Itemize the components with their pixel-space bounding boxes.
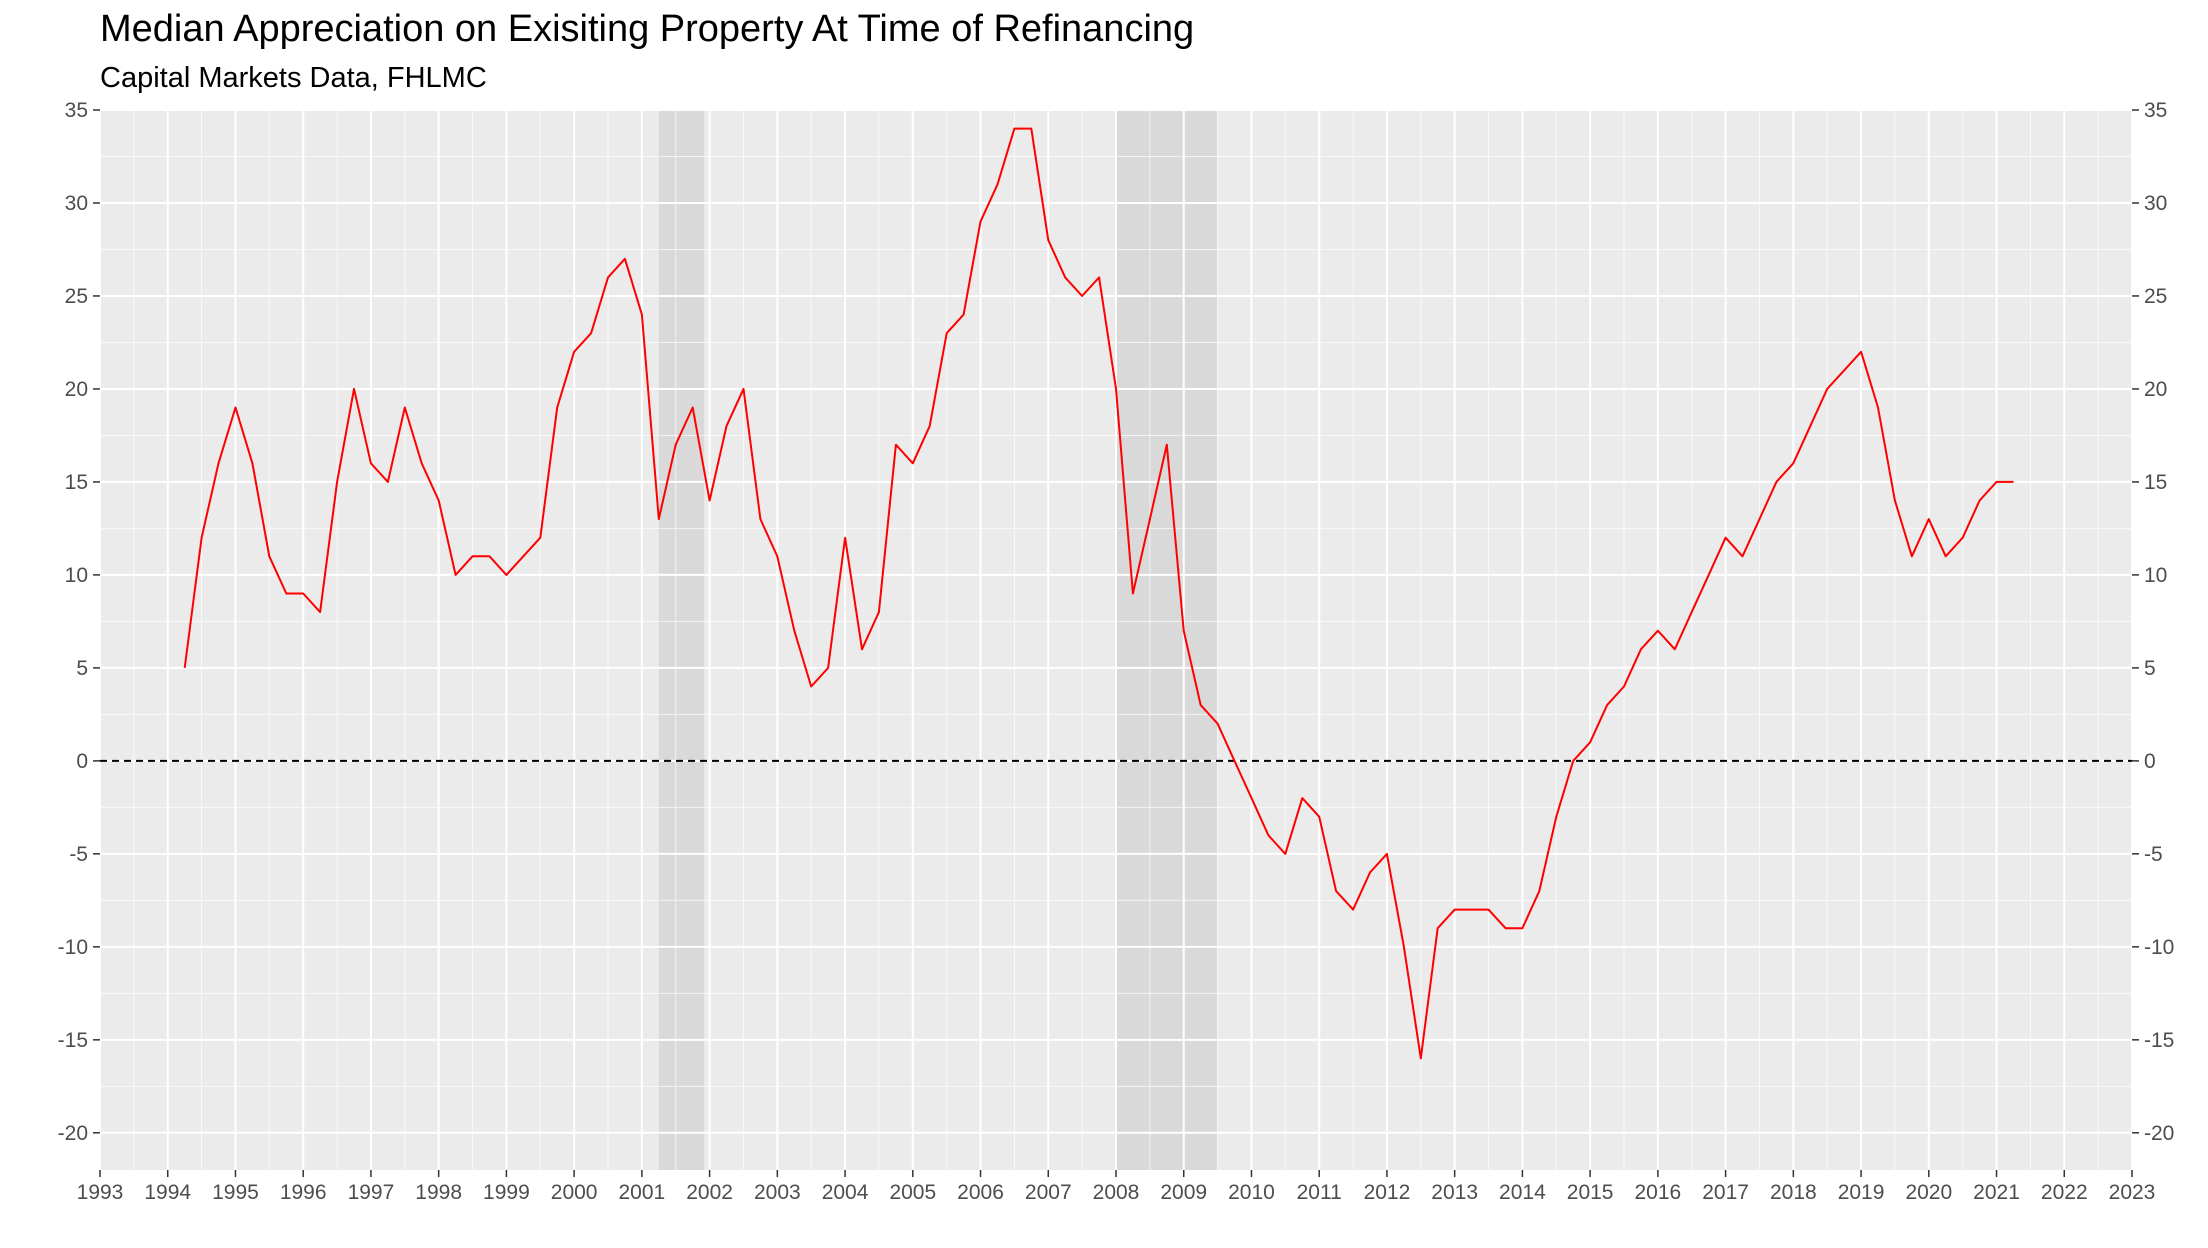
x-tick-label: 2006 bbox=[957, 1181, 1004, 1204]
x-tick-label: 1993 bbox=[77, 1181, 124, 1204]
y-tick-label-left: 30 bbox=[65, 192, 88, 215]
x-tick-label: 2023 bbox=[2109, 1181, 2156, 1204]
y-tick-label-right: 0 bbox=[2144, 750, 2156, 773]
x-tick-label: 2004 bbox=[822, 1181, 869, 1204]
y-tick-label-left: -10 bbox=[58, 936, 88, 959]
y-tick-label-right: 30 bbox=[2144, 192, 2167, 215]
y-tick-label-left: 0 bbox=[76, 750, 88, 773]
x-tick-label: 2020 bbox=[1905, 1181, 1952, 1204]
x-tick-label: 2017 bbox=[1702, 1181, 1749, 1204]
x-tick-label: 2011 bbox=[1297, 1181, 1342, 1204]
x-tick-label: 2001 bbox=[619, 1181, 666, 1204]
x-tick-label: 2012 bbox=[1364, 1181, 1411, 1204]
chart-subtitle: Capital Markets Data, FHLMC bbox=[100, 62, 487, 94]
y-tick-label-left: 10 bbox=[65, 564, 88, 587]
y-tick-label-left: -15 bbox=[58, 1029, 88, 1052]
x-tick-label: 1999 bbox=[483, 1181, 530, 1204]
chart-title: Median Appreciation on Exisiting Propert… bbox=[100, 8, 1195, 50]
x-tick-label: 2022 bbox=[2041, 1181, 2088, 1204]
x-tick-label: 1995 bbox=[212, 1181, 259, 1204]
x-tick-label: 2021 bbox=[1973, 1181, 2020, 1204]
y-tick-label-right: 25 bbox=[2144, 285, 2167, 308]
y-tick-label-right: -20 bbox=[2144, 1122, 2174, 1145]
x-tick-label: 2013 bbox=[1431, 1181, 1478, 1204]
y-tick-label-right: 20 bbox=[2144, 378, 2167, 401]
y-tick-label-right: -10 bbox=[2144, 936, 2174, 959]
x-tick-label: 2008 bbox=[1093, 1181, 1140, 1204]
x-tick-label: 2018 bbox=[1770, 1181, 1817, 1204]
x-tick-label: 1997 bbox=[348, 1181, 395, 1204]
y-tick-label-left: 35 bbox=[65, 99, 88, 122]
recession-band-0 bbox=[658, 110, 705, 1170]
x-tick-label: 2005 bbox=[889, 1181, 936, 1204]
y-tick-label-right: 15 bbox=[2144, 471, 2167, 494]
x-tick-label: 2014 bbox=[1499, 1181, 1546, 1204]
x-tick-label: 1994 bbox=[144, 1181, 191, 1204]
y-tick-label-left: 20 bbox=[65, 378, 88, 401]
y-tick-label-left: -20 bbox=[58, 1122, 88, 1145]
x-tick-label: 2019 bbox=[1838, 1181, 1885, 1204]
x-tick-label: 2007 bbox=[1025, 1181, 1072, 1204]
x-tick-label: 1998 bbox=[415, 1181, 462, 1204]
x-tick-label: 2002 bbox=[686, 1181, 733, 1204]
recession-band-1 bbox=[1116, 110, 1218, 1170]
series-line-0 bbox=[183, 127, 2014, 1060]
x-tick-label: 2003 bbox=[754, 1181, 801, 1204]
x-tick-label: 2009 bbox=[1160, 1181, 1207, 1204]
y-tick-label-left: 25 bbox=[65, 285, 88, 308]
x-tick-label: 2010 bbox=[1228, 1181, 1275, 1204]
x-tick-label: 2015 bbox=[1567, 1181, 1614, 1204]
x-tick-label: 1996 bbox=[280, 1181, 327, 1204]
x-tick-label: 2016 bbox=[1635, 1181, 1682, 1204]
y-tick-label-right: 10 bbox=[2144, 564, 2167, 587]
y-tick-label-right: -5 bbox=[2144, 843, 2163, 866]
y-tick-label-left: 15 bbox=[65, 471, 88, 494]
y-tick-label-right: 5 bbox=[2144, 657, 2156, 680]
y-tick-label-left: -5 bbox=[69, 843, 88, 866]
y-tick-label-left: 5 bbox=[76, 657, 88, 680]
x-tick-label: 2000 bbox=[551, 1181, 598, 1204]
y-tick-label-right: -15 bbox=[2144, 1029, 2174, 1052]
y-tick-label-right: 35 bbox=[2144, 99, 2167, 122]
